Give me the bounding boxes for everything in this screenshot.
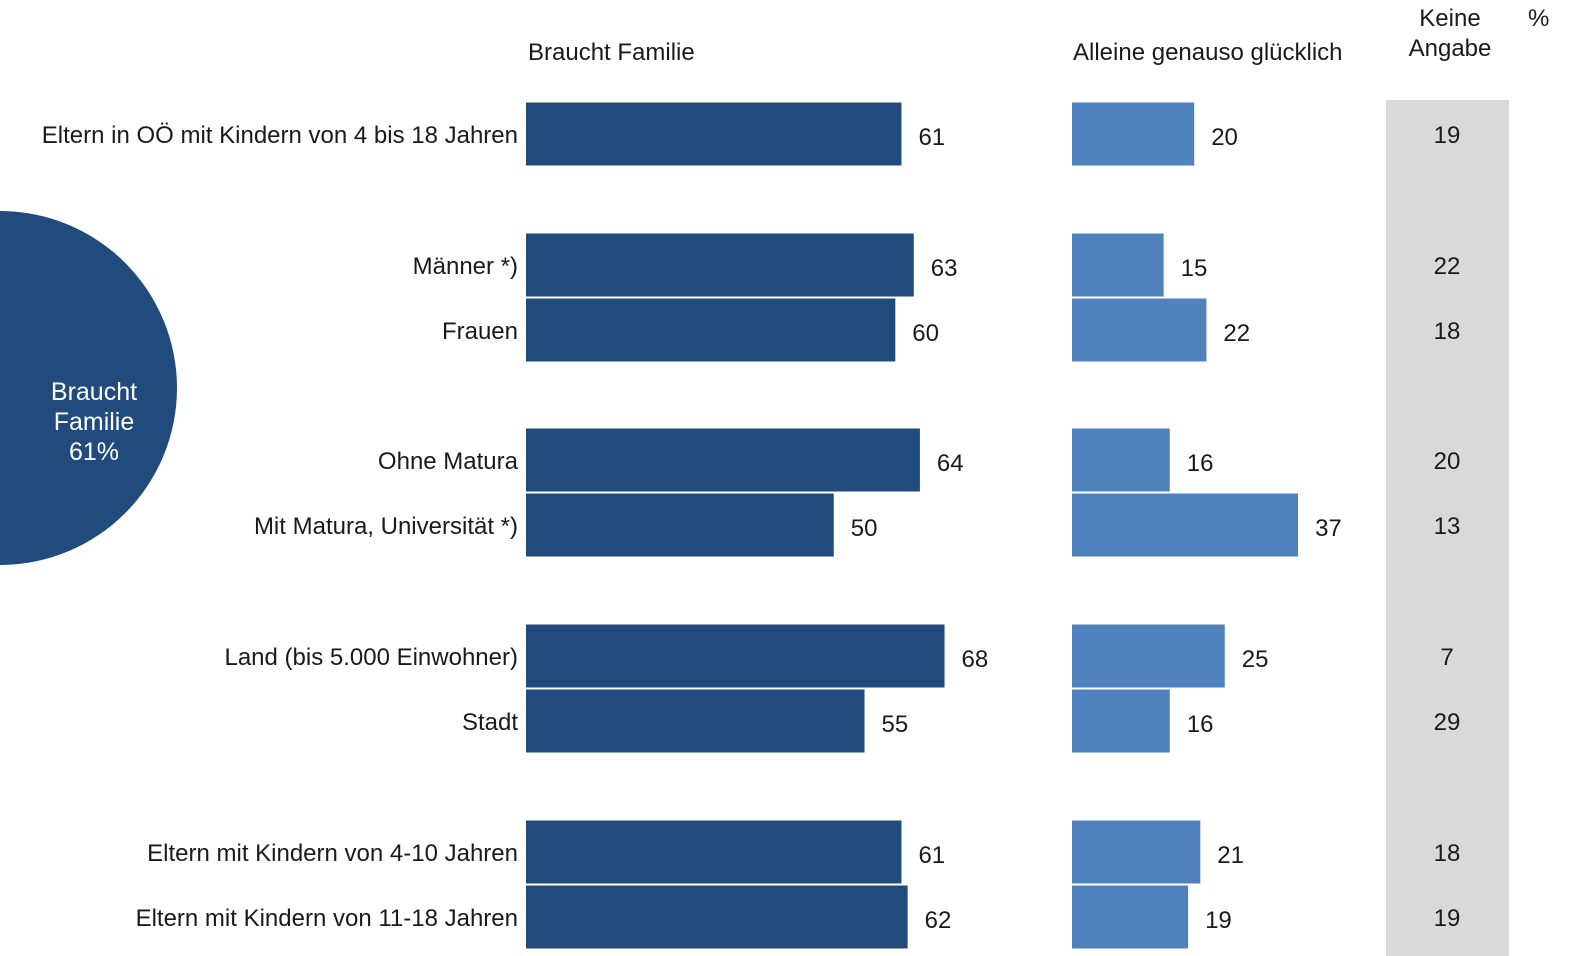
category-label: Land (bis 5.000 Einwohner) xyxy=(224,644,518,671)
category-label: Frauen xyxy=(442,318,518,345)
category-label: Mit Matura, Universität *) xyxy=(254,513,518,540)
category-label: Eltern mit Kindern von 11-18 Jahren xyxy=(136,905,518,932)
category-label: Eltern in OÖ mit Kindern von 4 bis 18 Ja… xyxy=(42,122,518,149)
value-label-braucht-familie: 55 xyxy=(882,711,909,738)
value-label-keine-angabe: 20 xyxy=(1434,448,1461,475)
value-label-keine-angabe: 19 xyxy=(1434,905,1461,932)
value-label-keine-angabe: 29 xyxy=(1434,709,1461,736)
summary-circle-shape xyxy=(0,211,177,565)
value-label-alleine-genauso-gluecklich: 37 xyxy=(1315,515,1342,542)
bar-alleine-genauso-gluecklich xyxy=(1072,233,1164,297)
category-label: Ohne Matura xyxy=(378,448,519,475)
bar-alleine-genauso-gluecklich xyxy=(1072,428,1170,492)
category-label: Männer *) xyxy=(413,253,518,280)
keine-angabe-background xyxy=(1386,100,1509,956)
bar-braucht-familie xyxy=(526,885,908,949)
category-label: Eltern mit Kindern von 4-10 Jahren xyxy=(147,840,518,867)
value-label-braucht-familie: 62 xyxy=(925,907,952,934)
value-label-braucht-familie: 64 xyxy=(937,450,964,477)
bar-alleine-genauso-gluecklich xyxy=(1072,689,1170,753)
bar-alleine-genauso-gluecklich xyxy=(1072,298,1207,362)
bar-braucht-familie xyxy=(526,428,920,492)
bar-alleine-genauso-gluecklich xyxy=(1072,820,1201,884)
value-label-keine-angabe: 18 xyxy=(1434,840,1461,867)
header-alleine-genauso-gluecklich: Alleine genauso glücklich xyxy=(1073,39,1343,66)
value-label-alleine-genauso-gluecklich: 25 xyxy=(1242,646,1269,673)
bar-alleine-genauso-gluecklich xyxy=(1072,624,1225,688)
bar-braucht-familie xyxy=(526,624,945,688)
value-label-alleine-genauso-gluecklich: 19 xyxy=(1205,907,1232,934)
summary-circle-line3: 61% xyxy=(69,438,119,466)
value-label-alleine-genauso-gluecklich: 20 xyxy=(1211,124,1238,151)
bar-alleine-genauso-gluecklich xyxy=(1072,885,1189,949)
header-braucht-familie: Braucht Familie xyxy=(528,39,695,66)
value-label-alleine-genauso-gluecklich: 16 xyxy=(1187,450,1214,477)
value-label-alleine-genauso-gluecklich: 22 xyxy=(1223,320,1250,347)
value-label-alleine-genauso-gluecklich: 16 xyxy=(1187,711,1214,738)
value-label-keine-angabe: 18 xyxy=(1434,318,1461,345)
value-label-braucht-familie: 60 xyxy=(912,320,939,347)
bar-braucht-familie xyxy=(526,820,902,884)
value-label-braucht-familie: 61 xyxy=(918,842,945,869)
bar-braucht-familie xyxy=(526,233,914,297)
value-label-alleine-genauso-gluecklich: 15 xyxy=(1181,255,1208,282)
header-percent: % xyxy=(1528,5,1550,32)
value-label-braucht-familie: 50 xyxy=(851,515,878,542)
summary-circle: Braucht Familie 61% xyxy=(0,211,177,565)
bar-braucht-familie xyxy=(526,298,896,362)
value-label-braucht-familie: 63 xyxy=(931,255,958,282)
bar-alleine-genauso-gluecklich xyxy=(1072,102,1195,166)
category-label: Stadt xyxy=(462,709,518,736)
header-keine-angabe: Keine Angabe xyxy=(1408,5,1492,62)
bar-braucht-familie xyxy=(526,493,834,557)
value-label-keine-angabe: 7 xyxy=(1440,644,1453,671)
bar-braucht-familie xyxy=(526,689,865,753)
bar-braucht-familie xyxy=(526,102,902,166)
value-label-keine-angabe: 13 xyxy=(1434,513,1461,540)
value-label-alleine-genauso-gluecklich: 21 xyxy=(1217,842,1244,869)
summary-circle-line2: Familie xyxy=(54,408,135,436)
value-label-keine-angabe: 19 xyxy=(1434,122,1461,149)
bar-alleine-genauso-gluecklich xyxy=(1072,493,1299,557)
value-label-braucht-familie: 68 xyxy=(962,646,989,673)
summary-circle-line1: Braucht xyxy=(51,378,137,406)
value-label-keine-angabe: 22 xyxy=(1434,253,1461,280)
value-label-braucht-familie: 61 xyxy=(918,124,945,151)
